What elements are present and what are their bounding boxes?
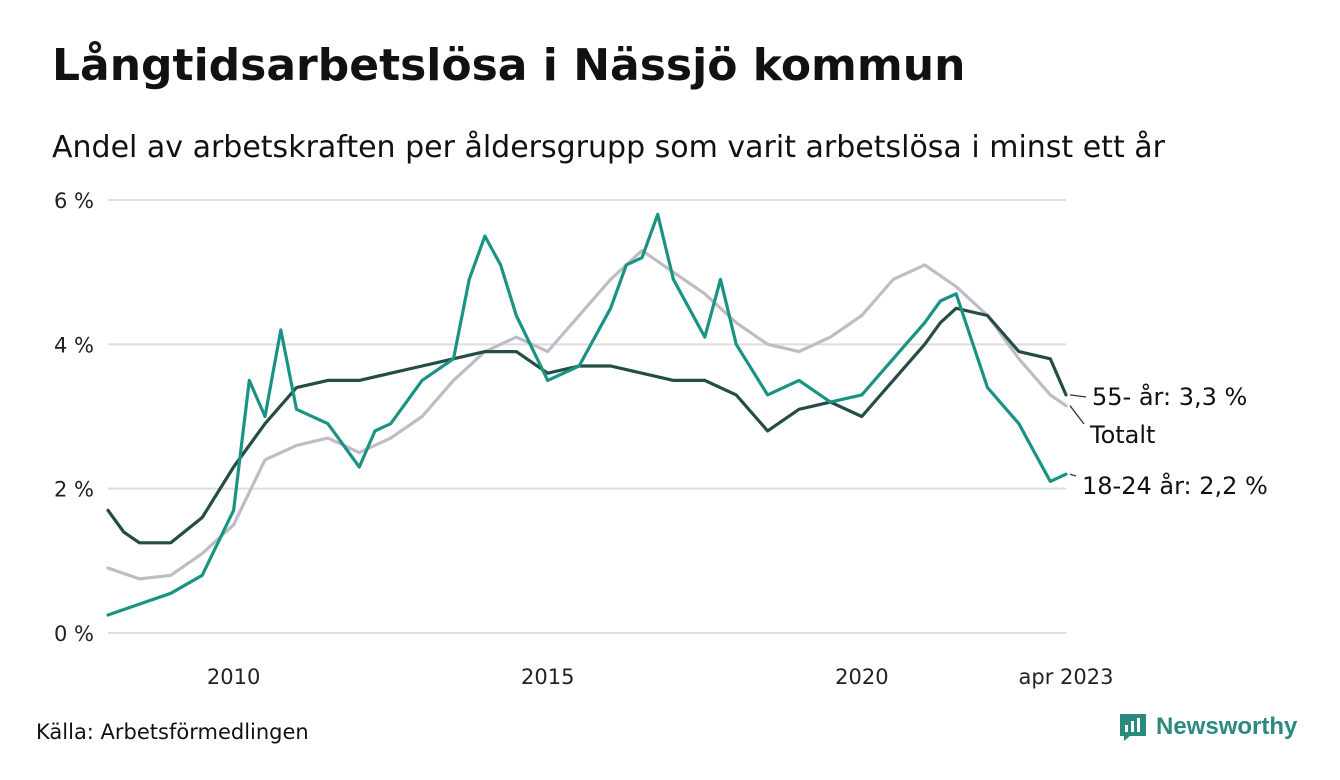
newsworthy-logo-icon: [1120, 714, 1146, 741]
chart-subtitle: Andel av arbetskraften per åldersgrupp s…: [52, 130, 1165, 165]
x-tick-label: apr 2023: [1019, 665, 1114, 689]
series-line-age55: [106, 306, 1068, 545]
x-tick-label: 2020: [835, 665, 888, 689]
x-tick-label: 2010: [207, 665, 260, 689]
brand-logo: Newsworthy: [1118, 712, 1297, 742]
label-leader-line: [1069, 473, 1077, 477]
y-tick-label: 0 %: [54, 622, 94, 646]
y-tick-label: 6 %: [54, 189, 94, 213]
series-line-total: [106, 248, 1068, 581]
label-leader-line: [1069, 405, 1085, 425]
series-end-label: Totalt: [1089, 421, 1155, 449]
y-tick-label: 4 %: [54, 333, 94, 357]
label-leader-line: [1069, 394, 1087, 398]
series-end-label: 18-24 år: 2,2 %: [1082, 471, 1268, 500]
brand-name: Newsworthy: [1156, 713, 1298, 740]
x-tick-label: 2015: [521, 665, 574, 689]
y-tick-label: 2 %: [54, 478, 94, 502]
series-end-label: 55- år: 3,3 %: [1092, 382, 1247, 411]
chart-title: Långtidsarbetslösa i Nässjö kommun: [52, 40, 966, 91]
source-note: Källa: Arbetsförmedlingen: [36, 720, 309, 744]
series-line-age1824: [106, 212, 1068, 617]
